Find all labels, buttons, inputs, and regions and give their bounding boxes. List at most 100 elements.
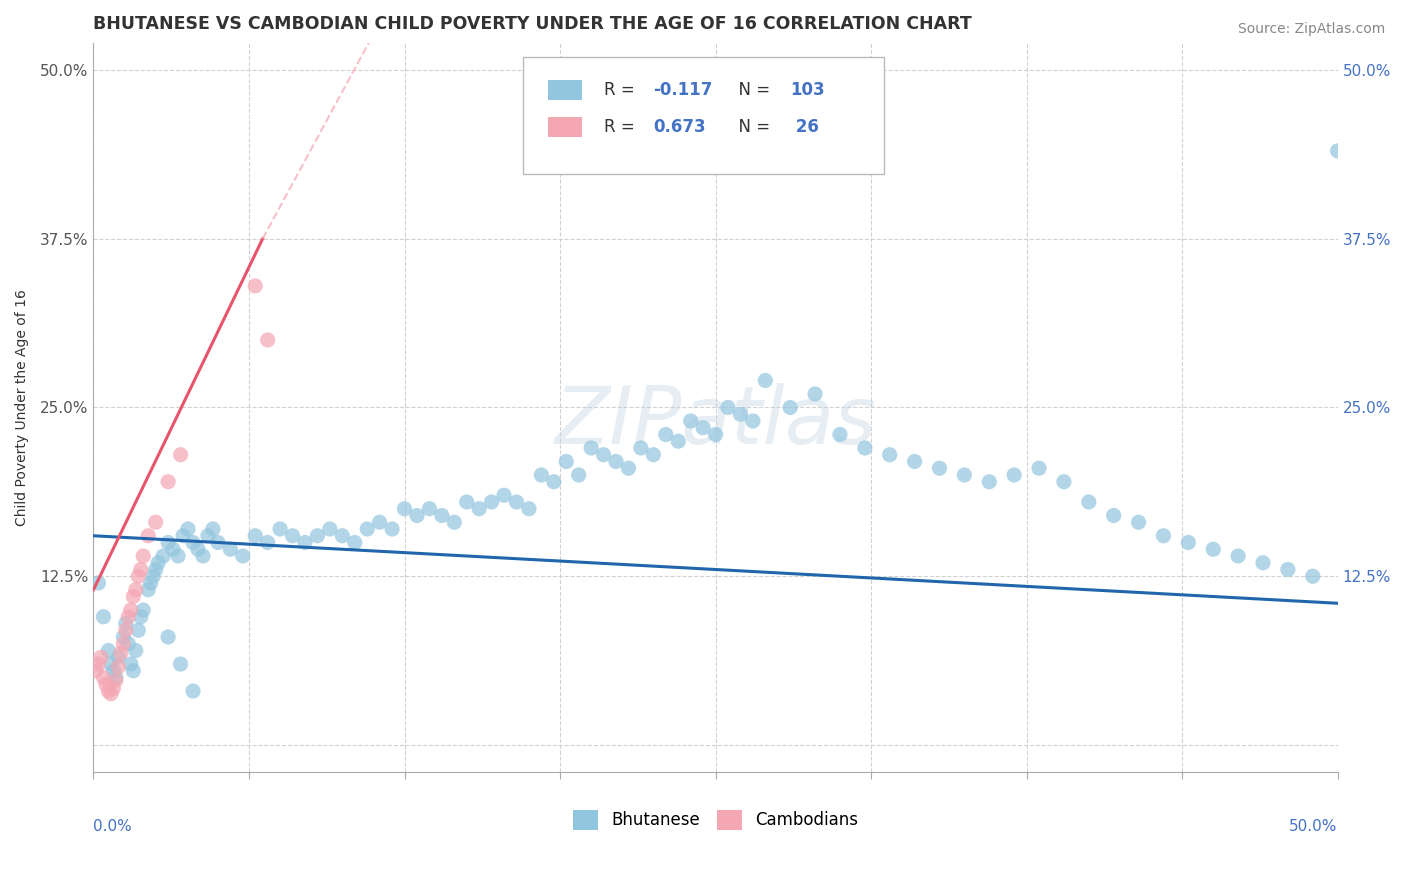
Point [1177,535,1199,549]
Point [127,569,149,583]
Text: ZIPatlas: ZIPatlas [554,383,876,461]
Point [129,562,152,576]
Point [181,535,204,549]
Point [132,603,155,617]
Point [103,681,125,696]
Point [655,427,678,442]
Text: 0.673: 0.673 [654,118,706,136]
Text: 103: 103 [790,81,825,99]
Point [666,434,689,449]
Point [114,616,136,631]
Point [84,664,107,678]
Point [93,671,115,685]
Point [177,522,200,536]
Point [87,657,110,671]
Point [643,448,665,462]
Point [381,522,404,536]
Point [505,495,527,509]
Point [187,542,209,557]
Point [394,501,416,516]
Point [157,535,180,549]
Point [1227,549,1250,563]
Point [94,677,117,691]
Point [201,522,224,536]
Text: 50.0%: 50.0% [1289,820,1337,834]
Text: 26: 26 [790,118,820,136]
Point [605,454,627,468]
Point [530,467,553,482]
Point [568,467,591,482]
Point [979,475,1001,489]
Text: R =: R = [603,81,640,99]
Point [319,522,342,536]
Bar [547,117,582,137]
Point [717,401,740,415]
Point [1028,461,1050,475]
Text: 0.0%: 0.0% [93,820,132,834]
Point [456,495,478,509]
Point [853,441,876,455]
Point [90,650,112,665]
Point [110,646,132,660]
Point [579,441,602,455]
Text: N =: N = [728,81,775,99]
Point [142,569,165,583]
Point [136,529,159,543]
Point [245,529,267,543]
Point [307,529,329,543]
Point [152,549,174,563]
Point [107,659,129,673]
Point [129,609,152,624]
Point [294,535,316,549]
Text: Source: ZipAtlas.com: Source: ZipAtlas.com [1237,22,1385,37]
Point [1077,495,1099,509]
Point [1326,144,1348,158]
Point [904,454,927,468]
Point [97,643,120,657]
Point [219,542,242,557]
Text: R =: R = [603,118,640,136]
Point [100,657,122,671]
Point [1277,562,1299,576]
Point [730,407,752,421]
Point [592,448,614,462]
Point [114,624,136,638]
Bar [547,80,582,101]
Point [112,630,135,644]
Point [117,637,139,651]
Point [443,515,465,529]
Point [122,590,145,604]
Point [1152,529,1174,543]
Point [256,535,278,549]
Point [1202,542,1225,557]
Point [406,508,429,523]
Point [122,664,145,678]
Point [492,488,515,502]
Point [167,549,190,563]
Point [468,501,491,516]
Point [107,650,129,665]
Point [692,421,714,435]
Point [125,643,148,657]
Point [145,515,167,529]
Point [245,279,267,293]
Point [97,684,120,698]
Point [162,542,184,557]
Point [679,414,702,428]
Point [281,529,304,543]
Text: -0.117: -0.117 [654,81,713,99]
Point [256,333,278,347]
Point [112,637,135,651]
Point [343,535,366,549]
Point [87,576,110,591]
Point [104,671,127,685]
Point [127,624,149,638]
Point [741,414,763,428]
Point [430,508,453,523]
Point [704,427,727,442]
Point [232,549,254,563]
Point [104,673,127,688]
Point [555,454,578,468]
Point [169,657,191,671]
Point [207,535,229,549]
